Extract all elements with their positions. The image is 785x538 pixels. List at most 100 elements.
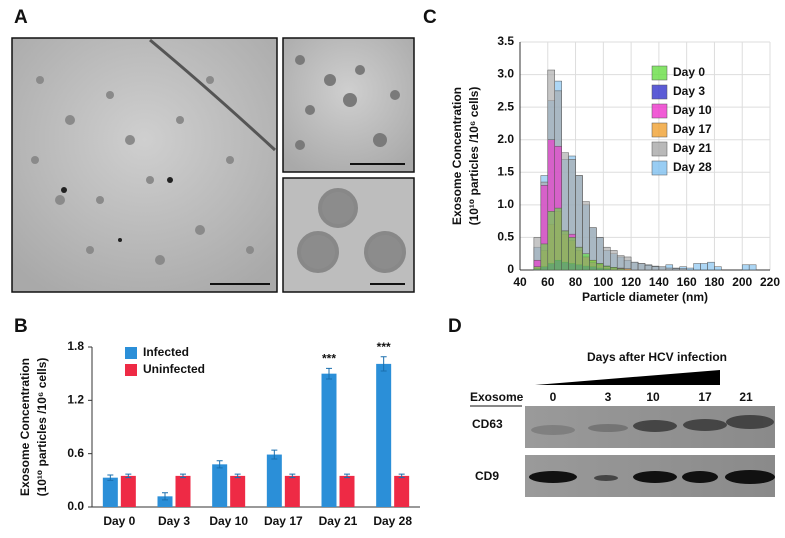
y-axis-label: (10¹⁰ particles /10⁶ cells): [467, 87, 481, 226]
legend-label: Day 28: [673, 160, 712, 174]
lane-label: 3: [605, 390, 612, 404]
x-tick-label: Day 10: [209, 514, 248, 528]
x-tick-label: 80: [569, 275, 583, 289]
histogram-bar: [603, 265, 611, 271]
histogram-bar: [644, 265, 653, 271]
panel-label: C: [423, 7, 437, 28]
bar: [157, 496, 173, 507]
histogram-bar: [741, 264, 750, 271]
histogram-bar: [589, 259, 597, 271]
lane-label: 10: [646, 390, 660, 404]
legend-swatch: [125, 364, 137, 376]
histogram-bar: [672, 268, 680, 271]
bar: [376, 363, 392, 507]
x-tick-label: 160: [677, 275, 697, 289]
histogram-bar: [616, 268, 625, 271]
legend-swatch: [651, 141, 668, 157]
x-tick-label: 60: [541, 275, 555, 289]
legend-label: Infected: [143, 345, 189, 359]
histogram-bar: [665, 267, 674, 271]
histogram-bar: [547, 211, 555, 271]
legend-label: Uninfected: [143, 362, 205, 376]
error-bar: [271, 449, 278, 460]
histogram-bar: [686, 267, 694, 271]
histogram-bar: [575, 246, 583, 271]
micrographs: [11, 37, 415, 293]
x-axis-label: Particle diameter (nm): [582, 290, 708, 304]
y-tick-label: 0.0: [67, 499, 84, 513]
y-tick-label: 2.5: [497, 99, 514, 113]
histogram-bar: [623, 268, 632, 271]
y-tick-label: 1.5: [497, 164, 514, 178]
y-axis-label: Exosome Concentration: [18, 358, 32, 496]
x-tick-label: 120: [621, 275, 641, 289]
x-tick-label: Day 0: [103, 514, 135, 528]
histogram-bar: [561, 230, 569, 271]
blot-title: Days after HCV infection: [587, 350, 727, 364]
y-tick-label: 1.8: [67, 339, 84, 353]
x-tick-label: Day 3: [158, 514, 190, 528]
error-bar: [326, 367, 332, 380]
error-bar: [398, 473, 405, 479]
x-tick-label: 200: [732, 275, 752, 289]
bar: [230, 475, 246, 507]
legend-label: Day 10: [673, 103, 712, 117]
histogram-bar: [540, 243, 549, 271]
legend-label: Day 0: [673, 65, 705, 79]
bar: [394, 475, 410, 507]
bar: [266, 454, 282, 507]
x-tick-label: 180: [704, 275, 724, 289]
x-tick-label: 40: [513, 275, 527, 289]
error-bar: [125, 473, 132, 479]
grid-fiber: [149, 38, 277, 152]
panel-label: B: [14, 316, 28, 337]
y-tick-label: 1.0: [497, 197, 514, 211]
error-bar: [344, 473, 350, 479]
y-tick-label: 2.0: [497, 132, 514, 146]
histogram-bar: [610, 267, 618, 271]
legend-swatch: [651, 103, 668, 119]
bar: [321, 373, 337, 507]
y-tick-label: 3.5: [497, 34, 514, 48]
histogram-bar: [568, 237, 576, 271]
bar: [339, 475, 355, 507]
legend-swatch: [651, 84, 668, 100]
histogram-bar: [582, 253, 590, 271]
legend-label: Day 17: [673, 122, 712, 136]
histogram-bar: [630, 261, 639, 271]
x-tick-label: 140: [649, 275, 669, 289]
histogram-bar: [651, 266, 660, 271]
histogram-bar: [679, 268, 687, 271]
y-tick-label: 0: [507, 262, 514, 276]
y-axis-label: Exosome Concentration: [450, 87, 464, 225]
gradient-wedge: [535, 370, 720, 385]
histogram-bar: [637, 263, 646, 271]
histogram-bar: [533, 266, 542, 271]
bar: [212, 464, 228, 507]
histogram-bar: [707, 261, 715, 271]
micrograph-large: [11, 37, 278, 293]
x-tick-label: Day 28: [373, 514, 412, 528]
bar: [120, 475, 136, 507]
error-bar: [289, 473, 296, 479]
x-tick-label: 220: [760, 275, 780, 289]
western-blot: Days after HCV infection Exosome 0 3 10 …: [470, 350, 775, 497]
marker-label: CD9: [475, 469, 499, 483]
legend-label: Day 21: [673, 141, 712, 155]
x-tick-label: 100: [593, 275, 613, 289]
vesicles: [31, 76, 254, 265]
histogram-bar: [748, 264, 757, 271]
bar: [284, 475, 300, 507]
histogram-bar: [700, 263, 708, 271]
lane-label: 21: [739, 390, 753, 404]
y-tick-label: 1.2: [67, 393, 84, 407]
marker-label: CD63: [472, 417, 503, 431]
significance-label: ***: [322, 352, 336, 366]
panel-label: A: [14, 7, 28, 28]
x-tick-label: Day 21: [319, 514, 358, 528]
histogram-bar: [658, 266, 667, 271]
x-tick-label: Day 17: [264, 514, 303, 528]
legend-swatch: [651, 122, 668, 138]
lane-label: 17: [698, 390, 712, 404]
